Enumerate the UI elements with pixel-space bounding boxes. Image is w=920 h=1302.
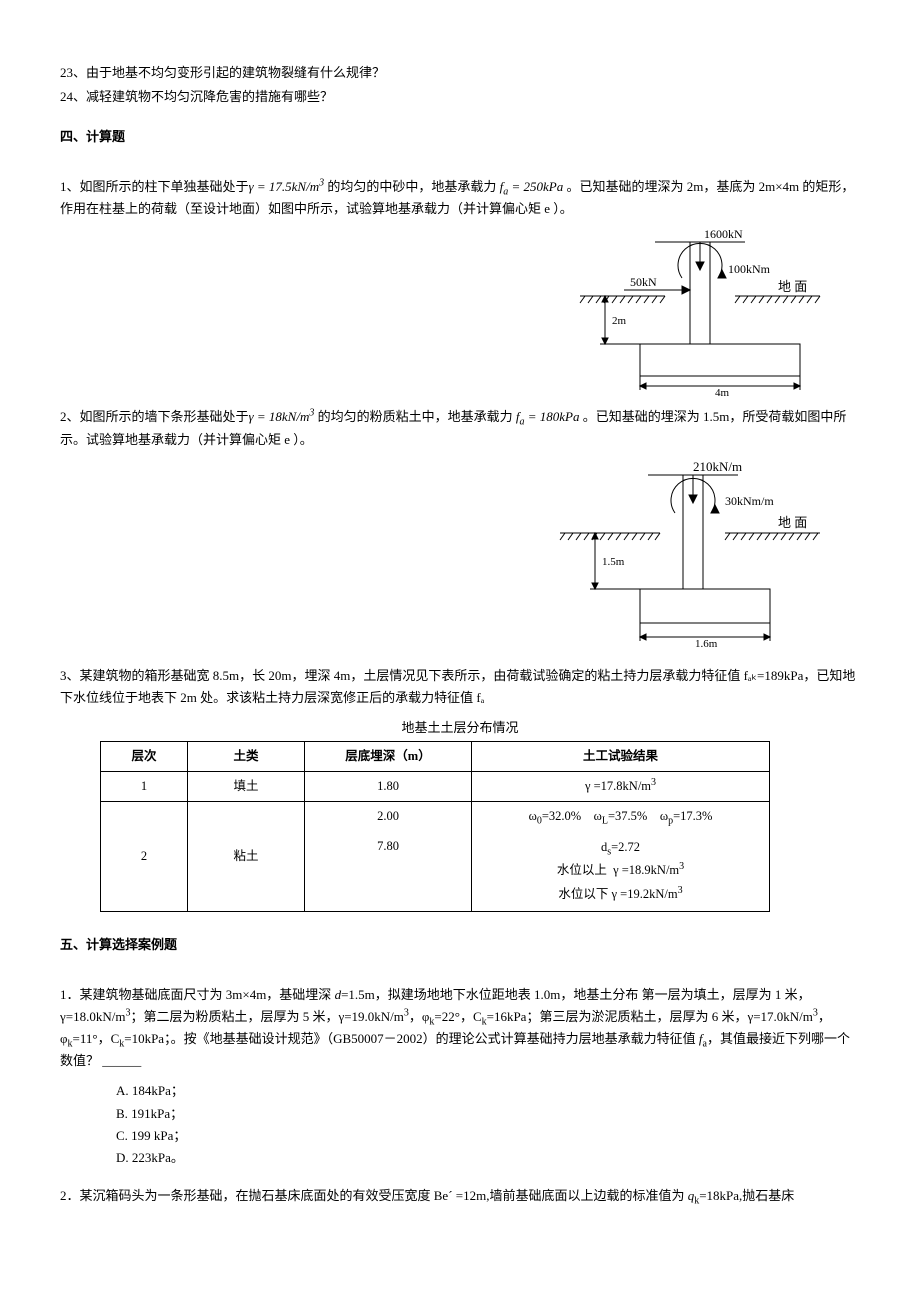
th-depth: 层底埋深（m） (305, 741, 472, 771)
fig2-load: 210kN/m (693, 461, 742, 474)
fig1-depth: 2m (612, 315, 627, 327)
q1-option-c: C. 199 kPa； (116, 1125, 860, 1147)
p2-gamma: γ = 18kN/m3 (249, 409, 315, 424)
th-type: 土类 (188, 741, 305, 771)
problem-1: 1、如图所示的柱下单独基础处于γ = 17.5kN/m3 的均匀的中砂中，地基承… (60, 176, 860, 220)
fig2-moment: 30kNm/m (725, 494, 774, 508)
th-result: 土工试验结果 (472, 741, 770, 771)
figure-1: 1600kN 100kNm 50kN 地 面 2m 4m (550, 228, 830, 398)
fig2-depth: 1.5m (602, 556, 625, 568)
p1-text-b: 的均匀的中砂中，地基承载力 (324, 179, 496, 194)
th-layer: 层次 (101, 741, 188, 771)
q1-option-a: A. 184kPa； (116, 1080, 860, 1102)
p2-text-b: 的均匀的粉质粘土中，地基承载力 (314, 409, 512, 424)
table-caption: 地基土土层分布情况 (60, 717, 860, 739)
cell-l1: 1 (101, 772, 188, 802)
cell-d1: 1.80 (305, 772, 472, 802)
cell-d2a: 2.00 (305, 802, 472, 832)
fig1-ground: 地 面 (778, 279, 807, 294)
fig1-moment: 100kNm (728, 262, 771, 276)
p2-fa: fa = 180kPa (513, 409, 580, 424)
fig2-ground: 地 面 (778, 515, 807, 530)
q1-option-b: B. 191kPa； (116, 1103, 860, 1125)
fig1-hforce: 50kN (630, 275, 657, 289)
section-4-title: 四、计算题 (60, 126, 860, 148)
problem-3: 3、某建筑物的箱形基础宽 8.5m，长 20m，埋深 4m，土层情况见下表所示，… (60, 665, 860, 709)
question-24: 24、减轻建筑物不均匀沉降危害的措施有哪些？ (60, 86, 860, 108)
p1-text-a: 1、如图所示的柱下单独基础处于 (60, 179, 249, 194)
cell-t1: 填土 (188, 772, 305, 802)
cell-r2a: ω0=32.0% ωL=37.5% ωp=17.3% (472, 802, 770, 832)
p1-gamma: γ = 17.5kN/m3 (249, 179, 325, 194)
cell-d2b: 7.80 (305, 832, 472, 912)
fig1-load: 1600kN (704, 228, 743, 241)
p1-fa: fa = 250kPa (496, 179, 563, 194)
fig2-width: 1.6m (695, 638, 718, 650)
soil-layer-table: 层次 土类 层底埋深（m） 土工试验结果 1 填土 1.80 γ =17.8kN… (100, 741, 770, 912)
section-5-title: 五、计算选择案例题 (60, 934, 860, 956)
cell-r2b: ds=2.72 水位以上 γ =18.9kN/m3 水位以下 γ =19.2kN… (472, 832, 770, 912)
question-23: 23、由于地基不均匀变形引起的建筑物裂缝有什么规律？ (60, 62, 860, 84)
cell-t2: 粘土 (188, 802, 305, 912)
figure-2: 210kN/m 30kNm/m 地 面 1.5m 1.6m (530, 461, 830, 651)
q1-option-d: D. 223kPa。 (116, 1147, 860, 1169)
cell-r1: γ =17.8kN/m3 (472, 772, 770, 802)
problem-2: 2、如图所示的墙下条形基础处于γ = 18kN/m3 的均匀的粉质粘土中，地基承… (60, 406, 860, 450)
case-q2: 2．某沉箱码头为一条形基础，在抛石基床底面处的有效受压宽度 Be´ =12m,墙… (60, 1185, 860, 1207)
case-q1: 1．某建筑物基础底面尺寸为 3m×4m，基础埋深 d=1.5m，拟建场地地下水位… (60, 984, 860, 1072)
cell-l2: 2 (101, 802, 188, 912)
p2-text-a: 2、如图所示的墙下条形基础处于 (60, 409, 249, 424)
fig1-width: 4m (715, 387, 730, 398)
